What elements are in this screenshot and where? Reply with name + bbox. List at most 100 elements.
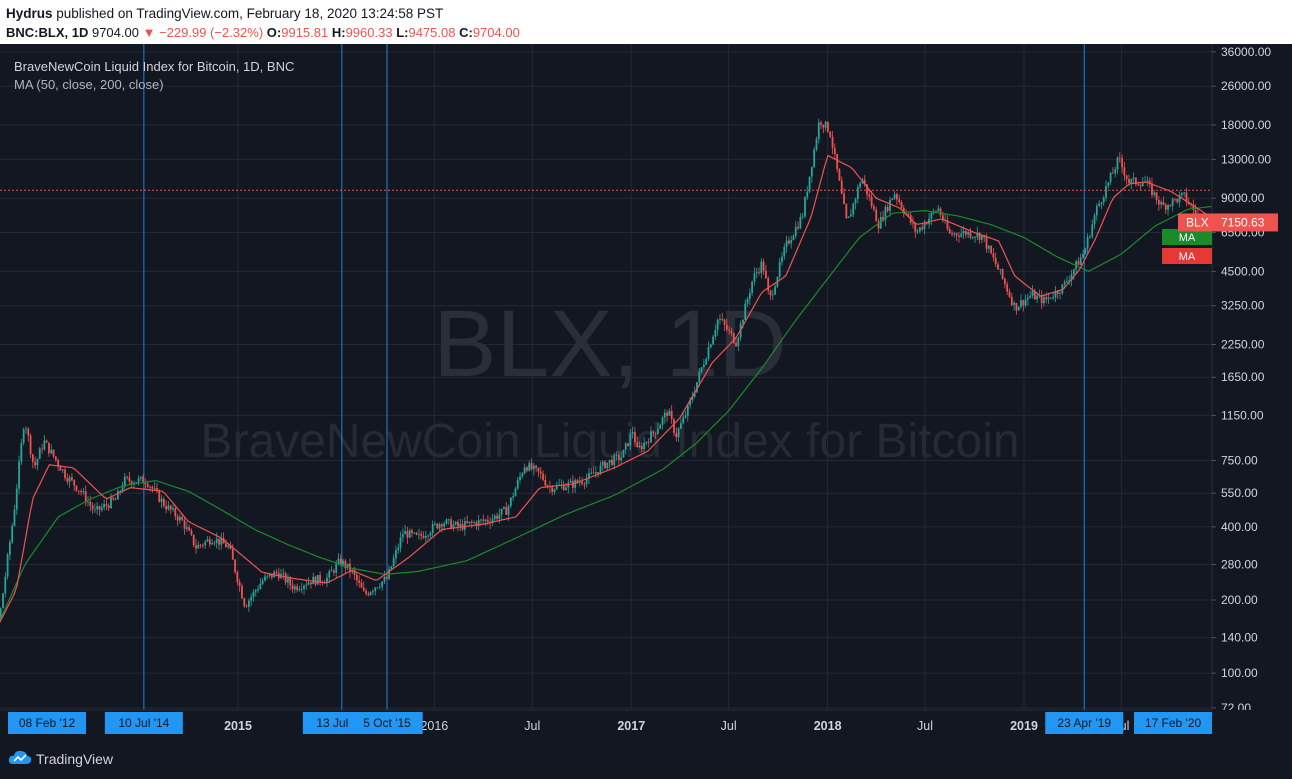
candle-body: [480, 519, 482, 521]
candle-body: [785, 240, 788, 247]
candle-body: [792, 235, 795, 241]
last-price-badge: [1178, 213, 1278, 232]
candle-body: [158, 490, 161, 502]
candle-body: [477, 519, 480, 526]
candle-body: [668, 411, 671, 416]
candle-body: [787, 240, 790, 244]
candle-body: [1167, 204, 1169, 210]
candle-body: [810, 166, 813, 177]
candle-body: [438, 524, 441, 529]
candle-body: [355, 574, 358, 581]
chart-legend-title[interactable]: BraveNewCoin Liquid Index for Bitcoin, 1…: [14, 59, 294, 74]
price-tick-label: 3250.00: [1221, 299, 1265, 313]
vertical-marker-lines: [143, 44, 1085, 710]
candle-body: [498, 514, 501, 519]
author-name[interactable]: Hydrus: [6, 6, 53, 21]
candle-body: [243, 598, 246, 607]
chart-legend-indicator[interactable]: MA (50, close, 200, close): [14, 77, 164, 92]
candle-body: [330, 570, 333, 572]
candle-body: [569, 480, 572, 483]
candle-body: [358, 580, 361, 583]
candle-body: [544, 479, 547, 486]
price-badge-box: [1162, 248, 1212, 264]
candle-body: [907, 213, 910, 216]
candle-body: [930, 212, 933, 219]
candle-body: [1171, 198, 1174, 206]
candle-body: [418, 533, 420, 535]
candle-body: [1162, 201, 1165, 205]
candle-body: [686, 405, 689, 416]
candle-body: [514, 488, 517, 497]
candle-body: [1112, 172, 1114, 174]
candle-body: [723, 319, 726, 325]
candle-body: [415, 532, 418, 535]
price-tick-label: 4500.00: [1221, 264, 1265, 278]
candle-body: [1185, 192, 1188, 202]
candle-body: [1125, 175, 1128, 180]
candle-body: [6, 554, 9, 577]
candle-body: [574, 480, 577, 488]
published-text: published on TradingView.com, February 1…: [56, 6, 444, 21]
candle-body: [1194, 209, 1197, 215]
candle-body: [898, 199, 901, 203]
candle-body: [804, 197, 806, 217]
candle-body: [1040, 295, 1043, 304]
candle-body: [48, 442, 50, 454]
candle-body: [654, 432, 657, 434]
candle-body: [597, 472, 600, 474]
candle-body: [172, 508, 174, 510]
candle-body: [551, 487, 554, 492]
candle-body: [176, 516, 179, 521]
candle-body: [1132, 177, 1135, 180]
footer-brand[interactable]: TradingView: [36, 751, 114, 767]
tradingview-cloud-icon[interactable]: [8, 748, 32, 766]
candle-body: [1178, 195, 1181, 203]
price-axis[interactable]: [1212, 44, 1292, 738]
candle-body: [765, 270, 767, 279]
candle-body: [231, 548, 234, 560]
candle-body: [126, 476, 128, 478]
candle-body: [1148, 180, 1151, 184]
candle-body: [923, 223, 926, 230]
candle-body: [808, 176, 811, 192]
candle-body: [1008, 291, 1011, 297]
candle-body: [206, 539, 209, 542]
candle-body: [645, 441, 648, 443]
candle-body: [1086, 237, 1089, 249]
candle-body: [746, 299, 749, 304]
price-tick-label: 200.00: [1221, 593, 1258, 607]
candle-body: [631, 432, 634, 434]
candle-body: [98, 506, 101, 510]
candle-body: [1192, 205, 1195, 210]
candle-body: [509, 497, 512, 507]
candle-body: [454, 521, 457, 525]
candle-body: [815, 139, 818, 150]
candle-body: [310, 582, 312, 585]
candle-body: [328, 570, 331, 578]
date-label-box: [351, 712, 423, 734]
candle-body: [737, 337, 740, 347]
price-chart[interactable]: BLX, 1D BraveNewCoin Liquid Index for Bi…: [0, 44, 1292, 738]
candle-body: [1036, 295, 1038, 300]
candle-body: [383, 576, 386, 582]
candle-body: [11, 525, 14, 543]
candle-body: [443, 523, 446, 527]
candle-body: [748, 293, 751, 300]
price-badge-label: MA: [1179, 232, 1196, 244]
candle-body: [620, 457, 623, 461]
candle-body: [390, 566, 393, 569]
candle-body: [1109, 172, 1112, 183]
candle-body: [1024, 299, 1027, 306]
candle-body: [25, 428, 27, 430]
candle-body: [778, 261, 781, 277]
candle-body: [1107, 182, 1110, 187]
candle-body: [937, 208, 940, 212]
candle-body: [344, 560, 347, 569]
candle-body: [89, 501, 92, 506]
candle-body: [296, 586, 299, 591]
candle-body: [735, 342, 737, 347]
open-value: 9915.81: [281, 25, 329, 40]
candle-body: [918, 227, 921, 232]
candle-body: [43, 440, 46, 450]
candle-body: [1116, 157, 1119, 170]
